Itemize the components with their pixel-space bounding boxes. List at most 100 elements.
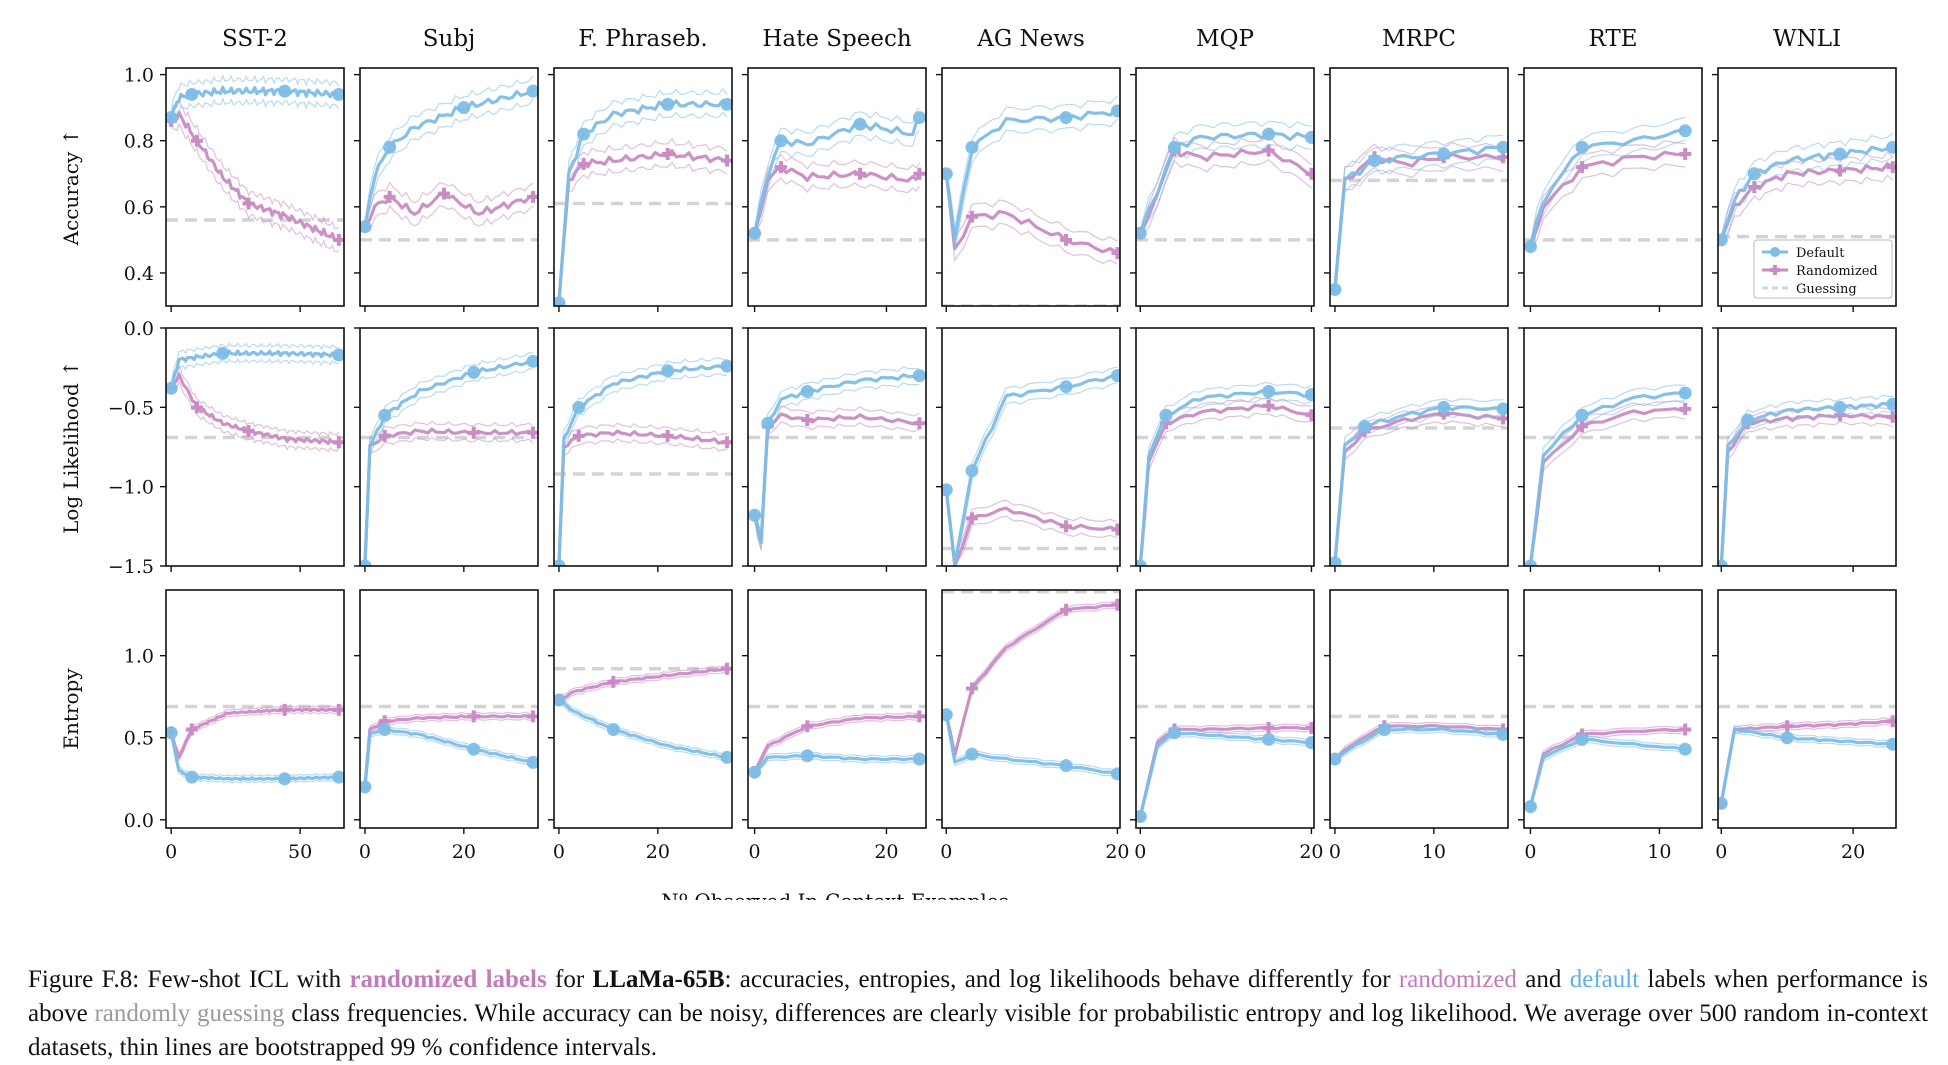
xtick-label: 0 — [1524, 841, 1536, 863]
randomized-marker — [913, 417, 926, 430]
panel-data — [1524, 704, 1702, 814]
randomized-marker — [278, 703, 291, 716]
randomized-ci-upper — [1529, 400, 1686, 564]
randomized-line — [557, 666, 728, 702]
default-marker — [912, 111, 926, 125]
default-marker — [661, 364, 675, 378]
caption-part: : accuracies, entropies, and log likelih… — [724, 966, 1399, 993]
default-marker — [1496, 402, 1508, 416]
panel-frame — [165, 327, 345, 567]
randomized-ci-lower — [170, 711, 339, 763]
default-marker — [572, 400, 586, 414]
randomized-ci-upper — [1529, 725, 1686, 806]
panel-data — [1330, 134, 1508, 296]
default-marker — [1262, 127, 1276, 141]
xtick-label: 10 — [1647, 841, 1671, 863]
randomized-ci-lower — [1334, 420, 1504, 566]
default-ci-upper — [364, 75, 534, 224]
xtick-label: 0 — [1134, 841, 1146, 863]
randomized-ci-lower — [754, 177, 920, 237]
default-line — [363, 359, 534, 566]
xtick-label: 0 — [1715, 841, 1727, 863]
panel-2-3: 0 20 — [742, 589, 927, 863]
default-line — [1528, 738, 1686, 808]
panel-data — [942, 366, 1120, 566]
randomized-marker — [332, 703, 344, 716]
panel-1-7 — [1518, 327, 1703, 572]
randomized-ci-lower — [364, 204, 534, 232]
caption-part: class frequencies. While accuracy can be… — [28, 1000, 1928, 1061]
default-marker — [216, 346, 230, 360]
panel-frame — [553, 589, 733, 829]
default-ci-lower — [364, 98, 534, 231]
ytick-label: −0.5 — [108, 397, 154, 419]
figure-caption: Figure F.8: Few-shot ICL with randomized… — [28, 963, 1928, 1065]
default-marker — [332, 770, 344, 784]
default-marker — [965, 747, 979, 761]
panel-frame — [1523, 327, 1703, 567]
default-marker — [1358, 419, 1372, 433]
default-line — [1333, 145, 1504, 290]
default-ci-lower — [1720, 156, 1894, 244]
panel-frame — [1717, 589, 1897, 829]
default-ci-upper — [170, 341, 339, 386]
panel-1-8 — [1712, 327, 1897, 572]
randomized-marker — [527, 710, 538, 723]
xtick-label: 20 — [874, 841, 898, 863]
default-marker — [166, 111, 178, 125]
panel-frame — [553, 327, 733, 567]
panel-data — [554, 88, 732, 306]
panel-data — [942, 95, 1120, 306]
default-marker — [912, 369, 926, 383]
panel-data — [1524, 384, 1702, 566]
default-marker — [457, 101, 471, 115]
randomized-marker — [661, 429, 674, 442]
default-marker — [1159, 408, 1173, 422]
panel-frame — [941, 589, 1121, 829]
default-marker — [185, 770, 199, 784]
panel-title: RTE — [1588, 26, 1637, 52]
randomized-line — [557, 149, 728, 303]
randomized-ci-lower — [1720, 174, 1894, 244]
default-marker — [1741, 413, 1755, 427]
randomized-marker — [1305, 721, 1314, 734]
panel-frame — [359, 327, 539, 567]
ylabel-accuracy: Accuracy ↑ — [59, 129, 83, 247]
panel-1-5 — [1130, 327, 1315, 572]
caption-model-name: LLaMa-65B — [592, 966, 725, 993]
randomized-ci-upper — [170, 705, 339, 756]
panel-data — [1718, 133, 1896, 247]
default-marker — [526, 354, 538, 368]
randomized-line — [1528, 407, 1686, 566]
randomized-ci-upper — [1720, 405, 1893, 564]
randomized-ci-upper — [754, 711, 920, 772]
default-marker — [748, 765, 762, 779]
randomized-marker — [577, 157, 590, 170]
default-ci-lower — [1139, 143, 1312, 237]
randomized-marker — [572, 429, 585, 442]
default-ci-upper — [1529, 116, 1686, 244]
panel-frame — [1329, 327, 1509, 567]
randomized-marker — [1576, 161, 1589, 174]
default-marker — [1718, 796, 1728, 810]
default-ci-upper — [754, 366, 920, 536]
default-ci-lower — [1529, 742, 1686, 808]
default-marker — [1136, 810, 1147, 824]
default-line — [558, 698, 728, 760]
randomized-marker — [190, 134, 203, 147]
panel-frame — [941, 67, 1121, 307]
default-ci-upper — [558, 698, 728, 755]
caption-part: for — [546, 966, 593, 993]
default-marker — [800, 749, 814, 763]
panel-0-6: MRPC — [1324, 26, 1509, 312]
randomized-ci-upper — [1529, 140, 1686, 244]
randomized-ci-lower — [1529, 416, 1686, 566]
panel-2-7: 0 10 — [1518, 589, 1703, 863]
default-ci-lower — [1529, 139, 1686, 251]
default-marker — [360, 780, 372, 794]
panel-1-4 — [936, 327, 1121, 572]
default-marker — [748, 508, 762, 522]
default-marker — [1377, 723, 1391, 737]
default-marker — [1262, 732, 1276, 746]
panel-1-2 — [548, 327, 733, 572]
